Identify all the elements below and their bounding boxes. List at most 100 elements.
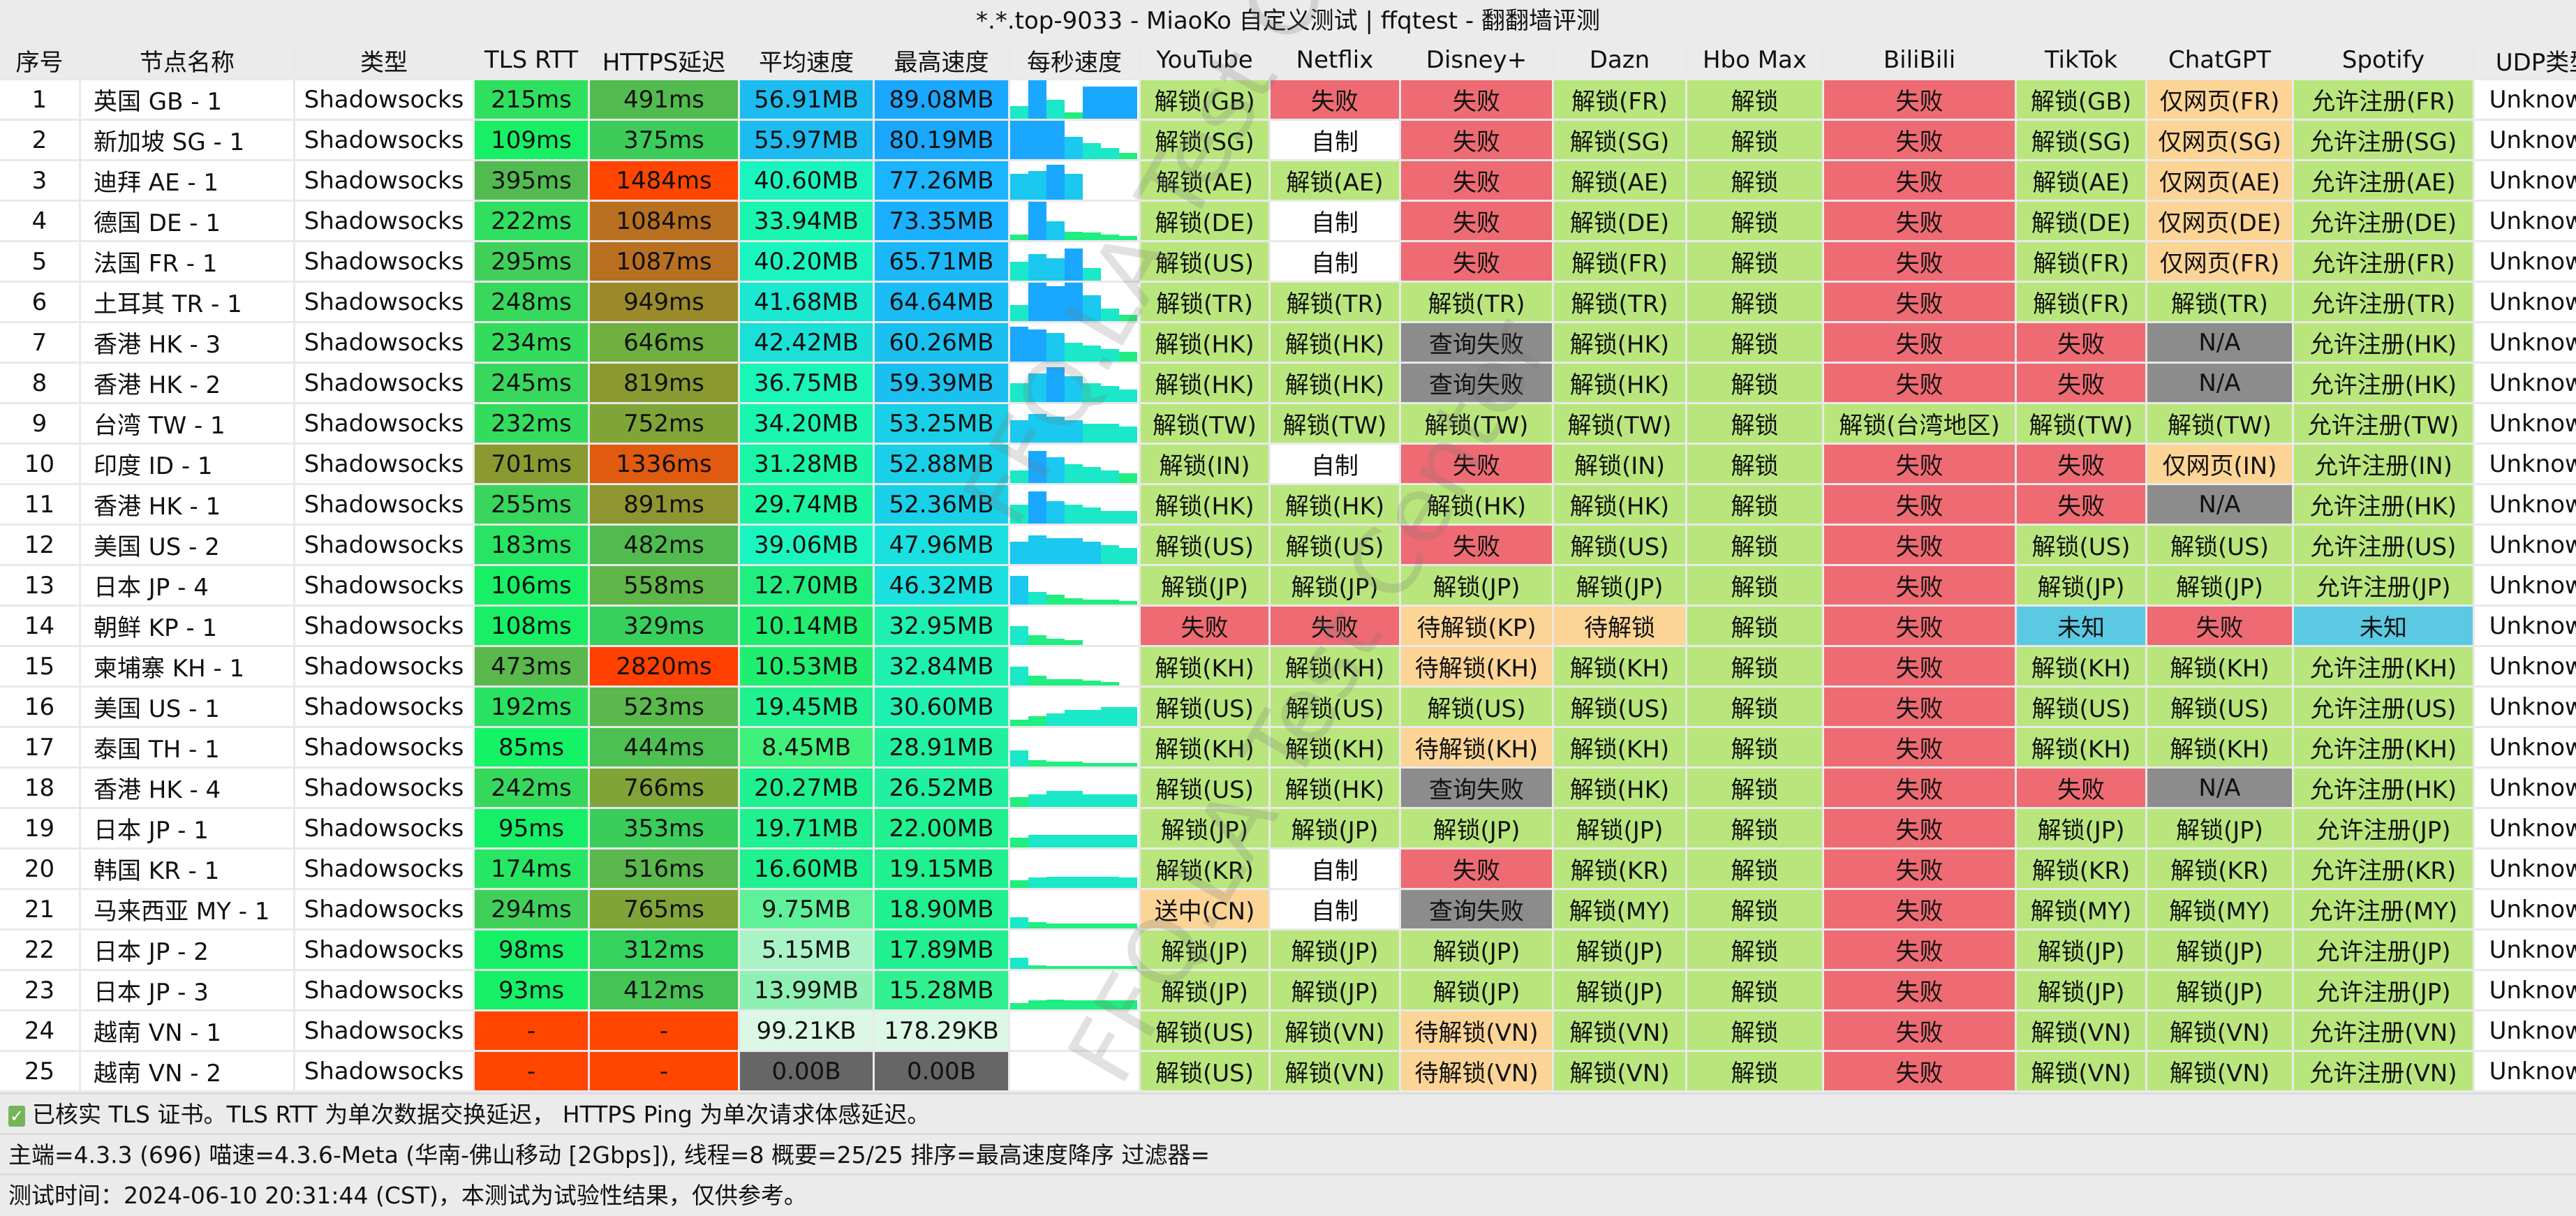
disney-status: 解锁(JP) [1401,566,1552,605]
udp-type-status: Unknown [2475,121,2576,159]
disney-status: 解锁(JP) [1401,809,1552,847]
dazn-status: 解锁(TR) [1554,283,1685,321]
bilibili-status: 失败 [1824,809,2015,847]
column-header: 类型 [295,42,473,78]
node-type: Shadowsocks [295,404,473,443]
speed-bar [1010,504,1028,524]
https-latency: 766ms [590,769,738,807]
youtube-status: 解锁(KH) [1141,728,1268,766]
header-row: 序号 节点名称 类型 TLS RTT HTTPS延迟 平均速度 最高速度 每秒速度 YouTub… [0,42,2576,78]
node-name: 台湾 TW - 1 [81,404,293,443]
bilibili-status: 失败 [1824,850,2015,888]
dazn-status: 解锁(FR) [1554,242,1685,281]
speed-bar [1046,501,1065,524]
per-second-speed-sparkline [1010,526,1139,564]
chatgpt-status: 解锁(US) [2147,688,2292,726]
node-name: 日本 JP - 4 [81,566,293,605]
table-row: 20 韩国 KR - 1 Shadowsocks 174ms 516ms 16.60MB 1… [0,850,2576,888]
https-latency: 523ms [590,688,738,726]
speed-bar [1083,232,1101,240]
row-index: 25 [0,1052,79,1090]
speed-bar [1010,666,1028,685]
netflix-status: 解锁(HK) [1271,485,1399,524]
speed-bar [1119,763,1137,766]
table-row: 3 迪拜 AE - 1 Shadowsocks 395ms 1484ms 40.60MB 7… [0,161,2576,200]
youtube-status: 解锁(KR) [1141,850,1268,888]
dazn-status: 解锁(FR) [1554,80,1685,119]
disney-status: 解锁(US) [1401,688,1552,726]
tiktok-status: 失败 [2017,323,2145,362]
tls-rtt: 174ms [475,850,588,888]
tiktok-status: 解锁(US) [2017,526,2145,564]
max-speed: 52.88MB [875,445,1008,483]
node-type: Shadowsocks [295,445,473,483]
tiktok-status: 失败 [2017,445,2145,483]
bilibili-status: 失败 [1824,283,2015,321]
tls-rtt: 473ms [475,647,588,685]
hbo-max-status: 解锁 [1687,80,1822,119]
netflix-status: 解锁(US) [1271,526,1399,564]
column-header: TikTok [2017,42,2145,78]
speed-bar [1101,147,1119,159]
avg-speed: 55.97MB [740,121,873,159]
https-latency: 752ms [590,404,738,443]
node-name: 越南 VN - 2 [81,1052,293,1090]
node-type: Shadowsocks [295,1052,473,1090]
https-latency: 765ms [590,890,738,928]
max-speed: 30.60MB [875,688,1008,726]
row-index: 19 [0,809,79,847]
chatgpt-status: 解锁(JP) [2147,566,2292,605]
per-second-speed-sparkline [1010,202,1139,240]
speed-bar [1010,235,1028,240]
youtube-status: 解锁(HK) [1141,485,1268,524]
bilibili-status: 失败 [1824,364,2015,402]
udp-type-status: Unknown [2475,930,2576,969]
speed-bar [1101,966,1119,969]
speed-bar [1046,923,1065,928]
speed-bar [1046,258,1065,281]
node-type: Shadowsocks [295,971,473,1009]
speed-bar [1010,797,1028,807]
tiktok-status: 解锁(KH) [2017,728,2145,766]
chatgpt-status: N/A [2147,769,2292,807]
column-header: Dazn [1554,42,1685,78]
hbo-max-status: 解锁 [1687,890,1822,928]
speed-bar [1046,121,1065,159]
tiktok-status: 解锁(FR) [2017,283,2145,321]
column-header: Spotify [2294,42,2473,78]
speed-bar [1065,679,1083,685]
bilibili-status: 失败 [1824,80,2015,119]
spotify-status: 允许注册(DE) [2294,202,2473,240]
node-name: 越南 VN - 1 [81,1011,293,1050]
https-latency: 558ms [590,566,738,605]
speed-bar [1065,639,1083,645]
youtube-status: 解锁(US) [1141,688,1268,726]
per-second-speed-sparkline [1010,688,1139,726]
disney-status: 失败 [1401,850,1552,888]
disney-status: 失败 [1401,526,1552,564]
avg-speed: 56.91MB [740,80,873,119]
speed-bar [1010,1002,1028,1009]
netflix-status: 失败 [1271,80,1399,119]
node-type: Shadowsocks [295,283,473,321]
speed-bar [1083,710,1101,726]
udp-type-status: Unknown [2475,647,2576,685]
speed-bar [1010,541,1028,564]
udp-type-status: Unknown [2475,728,2576,766]
speed-bar [1010,105,1028,119]
speed-bar [1083,143,1101,159]
node-type: Shadowsocks [295,1011,473,1050]
node-type: Shadowsocks [295,323,473,362]
https-latency: 2820ms [590,647,738,685]
speed-bar [1119,235,1137,240]
max-speed: 47.96MB [875,526,1008,564]
avg-speed: 8.45MB [740,728,873,766]
tls-rtt: 183ms [475,526,588,564]
node-name: 朝鲜 KP - 1 [81,607,293,645]
netflix-status: 解锁(VN) [1271,1011,1399,1050]
speed-bar [1101,510,1119,524]
per-second-speed-sparkline [1010,809,1139,847]
speed-bar [1065,710,1083,726]
per-second-speed-sparkline [1010,445,1139,483]
tls-rtt: 245ms [475,364,588,402]
